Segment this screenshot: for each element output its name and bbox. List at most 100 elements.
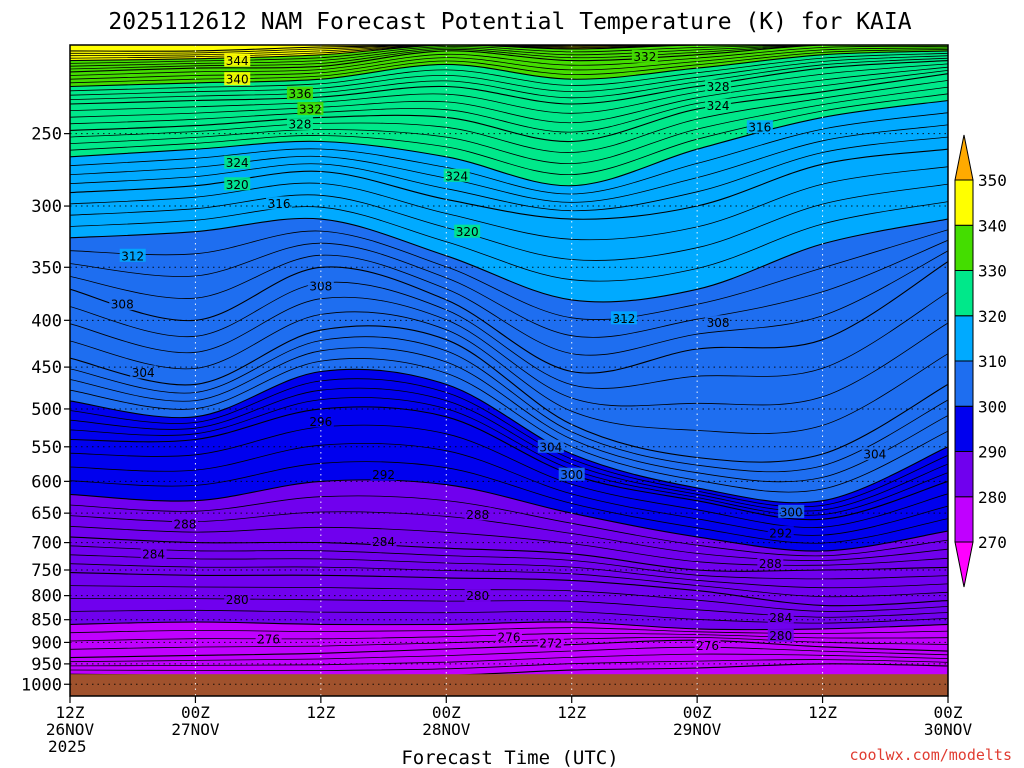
x-tick-label-12-row2: 27NOV xyxy=(171,720,220,739)
contour-label-32: 280 xyxy=(224,592,251,607)
colorbar-tick-350: 350 xyxy=(978,171,1007,190)
contour-label-text: 304 xyxy=(132,366,155,380)
isentrope-320 xyxy=(70,99,948,187)
contour-label-text: 316 xyxy=(748,121,771,135)
contour-label-text: 312 xyxy=(121,249,144,263)
contour-label-3: 332 xyxy=(297,102,324,117)
isentrope-292 xyxy=(70,479,948,552)
x-tick-label-0-row2: 26NOV xyxy=(46,720,95,739)
contour-label-9: 324 xyxy=(224,155,251,170)
colorbar-segment-340 xyxy=(954,179,974,226)
contour-label-13: 320 xyxy=(454,224,481,239)
contour-label-14: 312 xyxy=(119,248,146,263)
y-tick-label-750: 750 xyxy=(31,561,62,581)
contour-label-12: 324 xyxy=(443,168,470,183)
isentrope-326 xyxy=(70,66,948,124)
contour-label-0: 344 xyxy=(224,53,251,68)
contour-label-8: 316 xyxy=(746,120,773,135)
isentrope-314 xyxy=(70,183,948,261)
contour-label-text: 284 xyxy=(142,547,165,561)
contour-label-19: 304 xyxy=(130,365,157,380)
isentrope-276 xyxy=(70,639,948,659)
contour-label-text: 324 xyxy=(226,156,249,170)
contour-label-bg xyxy=(631,49,658,63)
contour-label-text: 288 xyxy=(759,557,782,571)
contour-label-38: 276 xyxy=(694,638,721,653)
y-tick-label-400: 400 xyxy=(31,311,62,331)
isentrope-290 xyxy=(70,511,948,561)
isentrope-291 xyxy=(70,495,948,557)
contour-label-bg xyxy=(496,630,522,644)
isentrope-294 xyxy=(70,442,948,536)
x-tick-label-36-row1: 00Z xyxy=(432,703,461,722)
isentrope-341 xyxy=(70,45,948,59)
isentrope-324 xyxy=(70,73,948,143)
contour-label-bg xyxy=(370,467,397,481)
y-tick-label-700: 700 xyxy=(31,534,62,554)
isentrope-303 xyxy=(70,336,948,473)
contour-label-23: 292 xyxy=(370,467,397,482)
contour-label-26: 292 xyxy=(767,525,794,540)
colorbar-tick-320: 320 xyxy=(978,307,1007,326)
colorbar-segment-310 xyxy=(954,315,974,362)
colorbar: 270 280 290 300 310 320 330 340 350 xyxy=(954,134,1007,588)
contour-label-bg xyxy=(705,79,732,93)
contour-label-text: 328 xyxy=(288,117,311,131)
contour-label-bg xyxy=(746,120,773,134)
contour-label-text: 312 xyxy=(613,312,636,326)
isentrope-280 xyxy=(70,621,948,631)
source-credit: coolwx.com/modelts xyxy=(849,746,1012,764)
isentrope-301 xyxy=(70,358,948,493)
contour-label-29: 284 xyxy=(140,546,167,561)
contour-label-bg xyxy=(307,279,334,293)
contour-label-text: 344 xyxy=(226,54,249,68)
colorbar-tick-280: 280 xyxy=(978,488,1007,507)
contour-label-36: 276 xyxy=(496,630,522,645)
contour-label-text: 340 xyxy=(226,73,249,87)
contour-label-text: 328 xyxy=(707,80,730,94)
isentrope-330 xyxy=(70,55,948,96)
x-tick-label-72-row1: 12Z xyxy=(808,703,837,722)
contour-label-bg xyxy=(767,525,794,539)
contour-label-2: 336 xyxy=(286,86,313,101)
isentrope-295 xyxy=(70,424,948,528)
contour-label-text: 324 xyxy=(707,99,730,113)
contour-label-text: 280 xyxy=(226,593,249,607)
isentrope-317 xyxy=(70,136,948,212)
contour-label-25: 300 xyxy=(778,504,805,519)
contour-label-bg xyxy=(286,86,313,100)
x-tick-label-24-row1: 12Z xyxy=(306,703,335,722)
contour-label-bg xyxy=(119,248,146,262)
contour-label-text: 336 xyxy=(288,87,311,101)
contour-label-text: 284 xyxy=(372,535,395,549)
isentrope-340 xyxy=(70,45,948,62)
contour-label-text: 292 xyxy=(769,526,792,540)
contour-label-27: 288 xyxy=(171,517,198,532)
colorbar-tick-340: 340 xyxy=(978,216,1007,235)
isentrope-273 xyxy=(70,659,948,672)
gridlines xyxy=(70,45,948,696)
contour-label-17: 312 xyxy=(610,311,637,326)
band-fill-344 xyxy=(70,45,948,52)
contour-label-bg xyxy=(757,556,784,570)
contour-label-bg xyxy=(297,102,324,116)
y-tick-label-600: 600 xyxy=(31,472,62,492)
colorbar-tick-270: 270 xyxy=(978,533,1007,552)
contour-label-35: 276 xyxy=(255,631,282,646)
y-tick-label-800: 800 xyxy=(31,587,62,607)
contour-label-bg xyxy=(694,638,721,652)
isentrope-315 xyxy=(70,166,948,241)
colorbar-tick-310: 310 xyxy=(978,352,1007,371)
contour-label-bg xyxy=(464,507,491,521)
y-tick-label-950: 950 xyxy=(31,655,62,675)
isentrope-306 xyxy=(70,296,948,407)
isentrope-305 xyxy=(70,311,948,434)
colorbar-segment-330 xyxy=(954,224,974,271)
isentrope-344 xyxy=(70,45,948,52)
y-tick-label-650: 650 xyxy=(31,504,62,524)
isentrope-307 xyxy=(70,281,948,389)
contour-label-bg xyxy=(171,517,198,531)
contour-label-text: 284 xyxy=(769,611,792,625)
x-tick-label-36-row2: 28NOV xyxy=(422,720,471,739)
contour-label-text: 308 xyxy=(111,298,134,312)
